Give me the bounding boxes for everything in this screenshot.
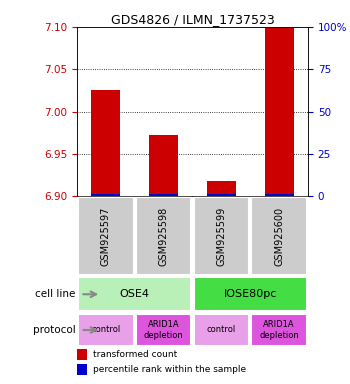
FancyBboxPatch shape (251, 314, 307, 346)
FancyBboxPatch shape (136, 197, 191, 275)
FancyBboxPatch shape (194, 314, 249, 346)
Title: GDS4826 / ILMN_1737523: GDS4826 / ILMN_1737523 (111, 13, 274, 26)
FancyBboxPatch shape (194, 197, 249, 275)
FancyBboxPatch shape (78, 197, 134, 275)
Text: IOSE80pc: IOSE80pc (224, 289, 277, 299)
Bar (149, 135, 178, 196)
FancyBboxPatch shape (194, 277, 307, 311)
Bar (207, 194, 236, 196)
Bar (77, 349, 87, 360)
Text: ARID1A
depletion: ARID1A depletion (259, 320, 299, 340)
Text: percentile rank within the sample: percentile rank within the sample (93, 364, 246, 374)
FancyBboxPatch shape (78, 314, 134, 346)
Text: OSE4: OSE4 (120, 289, 150, 299)
Bar (265, 194, 294, 196)
Text: cell line: cell line (35, 289, 76, 299)
Text: ARID1A
depletion: ARID1A depletion (144, 320, 183, 340)
Bar (265, 27, 294, 196)
FancyBboxPatch shape (136, 314, 191, 346)
Bar (149, 194, 178, 196)
Text: control: control (91, 326, 120, 334)
Bar (91, 90, 120, 196)
Text: GSM925598: GSM925598 (159, 206, 169, 266)
Text: GSM925597: GSM925597 (101, 206, 111, 266)
FancyBboxPatch shape (251, 197, 307, 275)
Bar (207, 181, 236, 196)
Text: GSM925600: GSM925600 (274, 207, 284, 266)
FancyBboxPatch shape (78, 277, 191, 311)
Bar (91, 194, 120, 196)
Text: control: control (207, 326, 236, 334)
Text: transformed count: transformed count (93, 350, 177, 359)
Text: protocol: protocol (33, 325, 76, 335)
Bar (77, 364, 87, 375)
Text: GSM925599: GSM925599 (216, 206, 226, 266)
